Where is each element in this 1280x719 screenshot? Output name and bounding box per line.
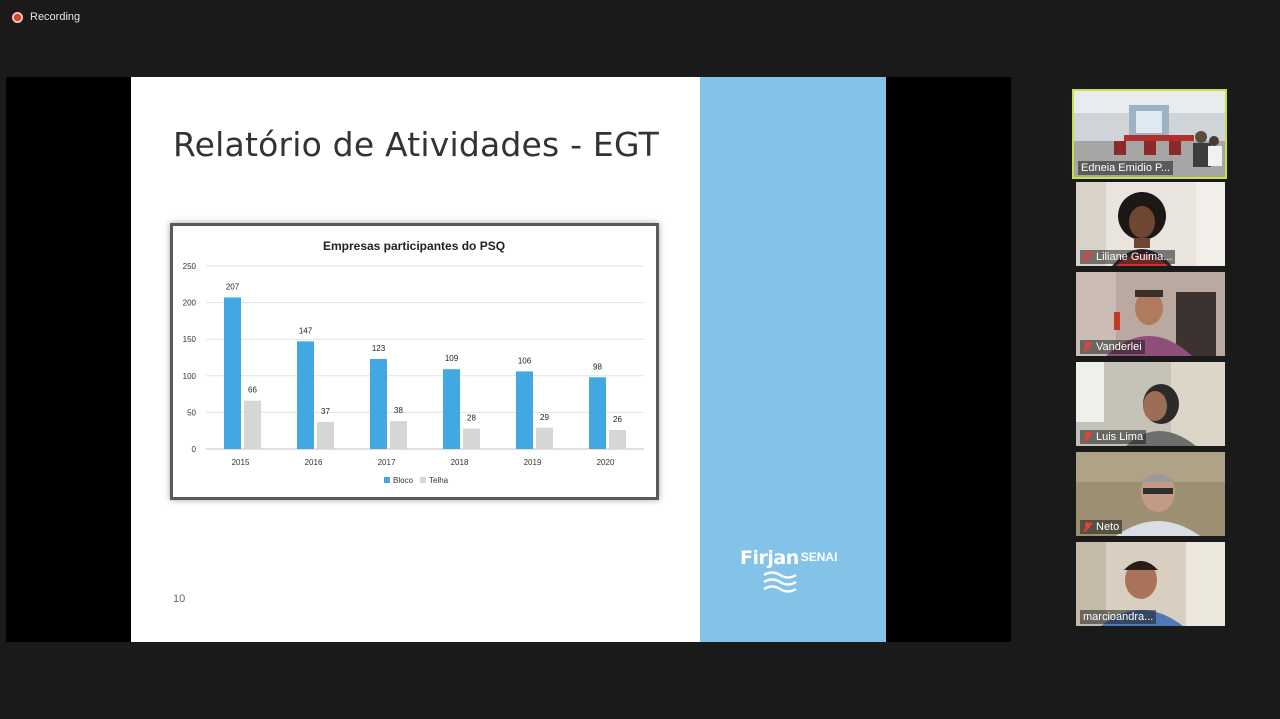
mic-muted-icon <box>1083 252 1092 262</box>
bar-bloco <box>297 341 314 449</box>
chart-frame: Empresas participantes do PSQ 0 50 100 150 20… <box>170 223 659 500</box>
data-label: 123 <box>372 344 386 353</box>
y-tick-label: 100 <box>183 372 197 381</box>
data-label: 38 <box>394 406 403 415</box>
participant-name: marcioandra... <box>1083 611 1154 623</box>
bar-telha <box>609 429 626 449</box>
slide-page-number: 10 <box>173 593 186 605</box>
bar-bloco <box>224 297 241 449</box>
bar-telha <box>244 400 261 449</box>
firjan-senai-logo: Firjan SENAI <box>740 547 838 593</box>
data-label: 29 <box>540 413 549 422</box>
data-label: 26 <box>613 415 622 424</box>
y-tick-label: 150 <box>183 335 197 344</box>
bar-telha <box>317 421 334 449</box>
participant-name: Vanderlei <box>1096 341 1142 353</box>
participant-tile-2[interactable]: Vanderlei <box>1076 272 1225 356</box>
x-tick-label: 2019 <box>524 458 542 467</box>
participant-tile-4[interactable]: Neto <box>1076 452 1225 536</box>
bar-telha <box>390 421 407 449</box>
participant-name-tag: Luis Lima <box>1080 430 1147 444</box>
bar-telha <box>463 428 480 449</box>
recording-label: Recording <box>30 11 81 23</box>
data-label: 66 <box>248 386 257 395</box>
participant-name-tag: Liliane Guima... <box>1080 250 1176 264</box>
participant-tile-5[interactable]: marcioandra... <box>1076 542 1225 626</box>
participant-name: Neto <box>1096 521 1120 533</box>
mic-muted-icon <box>1083 342 1092 352</box>
y-tick-label: 0 <box>192 445 197 454</box>
data-label: 37 <box>321 407 330 416</box>
participant-name: Edneia Emidio P... <box>1081 162 1171 174</box>
participant-name-tag: Neto <box>1080 520 1123 534</box>
participant-name-tag: marcioandra... <box>1080 610 1157 624</box>
participant-name: Luis Lima <box>1096 431 1144 443</box>
data-label: 98 <box>593 362 602 371</box>
x-tick-label: 2016 <box>305 458 323 467</box>
data-label: 207 <box>226 282 240 291</box>
bar-bloco <box>370 358 387 449</box>
bar-bloco <box>589 377 606 449</box>
chart-title: Empresas participantes do PSQ <box>323 239 505 253</box>
participant-tile-1[interactable]: Liliane Guima... <box>1076 182 1225 266</box>
data-label: 28 <box>467 414 476 423</box>
mic-muted-icon <box>1083 432 1092 442</box>
legend-swatch <box>384 477 390 483</box>
participant-tile-0[interactable]: Edneia Emidio P... <box>1072 89 1227 179</box>
mic-muted-icon <box>1083 522 1092 532</box>
record-icon <box>12 11 23 23</box>
legend-label: Bloco <box>393 476 414 485</box>
legend-swatch <box>420 477 426 483</box>
bar-bloco <box>443 369 460 449</box>
presentation-slide: Relatório de Atividades - EGT Empresas p… <box>131 77 886 642</box>
data-label: 109 <box>445 354 459 363</box>
waves-icon <box>763 571 797 593</box>
participant-video <box>1076 452 1225 536</box>
recording-indicator[interactable]: Recording <box>12 11 80 23</box>
slide-side-band: Firjan SENAI <box>700 77 886 642</box>
x-tick-label: 2018 <box>451 458 469 467</box>
x-tick-label: 2015 <box>232 458 250 467</box>
x-tick-label: 2020 <box>597 458 615 467</box>
participant-tile-3[interactable]: Luis Lima <box>1076 362 1225 446</box>
bar-chart: Empresas participantes do PSQ 0 50 100 150 20… <box>183 239 644 485</box>
bar-telha <box>536 427 553 449</box>
logo-brand: Firjan <box>740 547 799 569</box>
participant-name-tag: Vanderlei <box>1080 340 1145 354</box>
data-label: 106 <box>518 356 532 365</box>
bar-bloco <box>516 371 533 449</box>
legend-label: Telha <box>429 476 449 485</box>
participant-name: Liliane Guima... <box>1096 251 1173 263</box>
participant-name-tag: Edneia Emidio P... <box>1078 161 1174 175</box>
y-tick-label: 250 <box>183 262 197 271</box>
y-tick-label: 200 <box>183 299 197 308</box>
logo-sub: SENAI <box>800 550 838 564</box>
slide-title: Relatório de Atividades - EGT <box>173 125 659 164</box>
screen-share-area: Relatório de Atividades - EGT Empresas p… <box>6 77 1011 642</box>
y-tick-label: 50 <box>187 408 196 417</box>
data-label: 147 <box>299 326 313 335</box>
x-tick-label: 2017 <box>378 458 396 467</box>
